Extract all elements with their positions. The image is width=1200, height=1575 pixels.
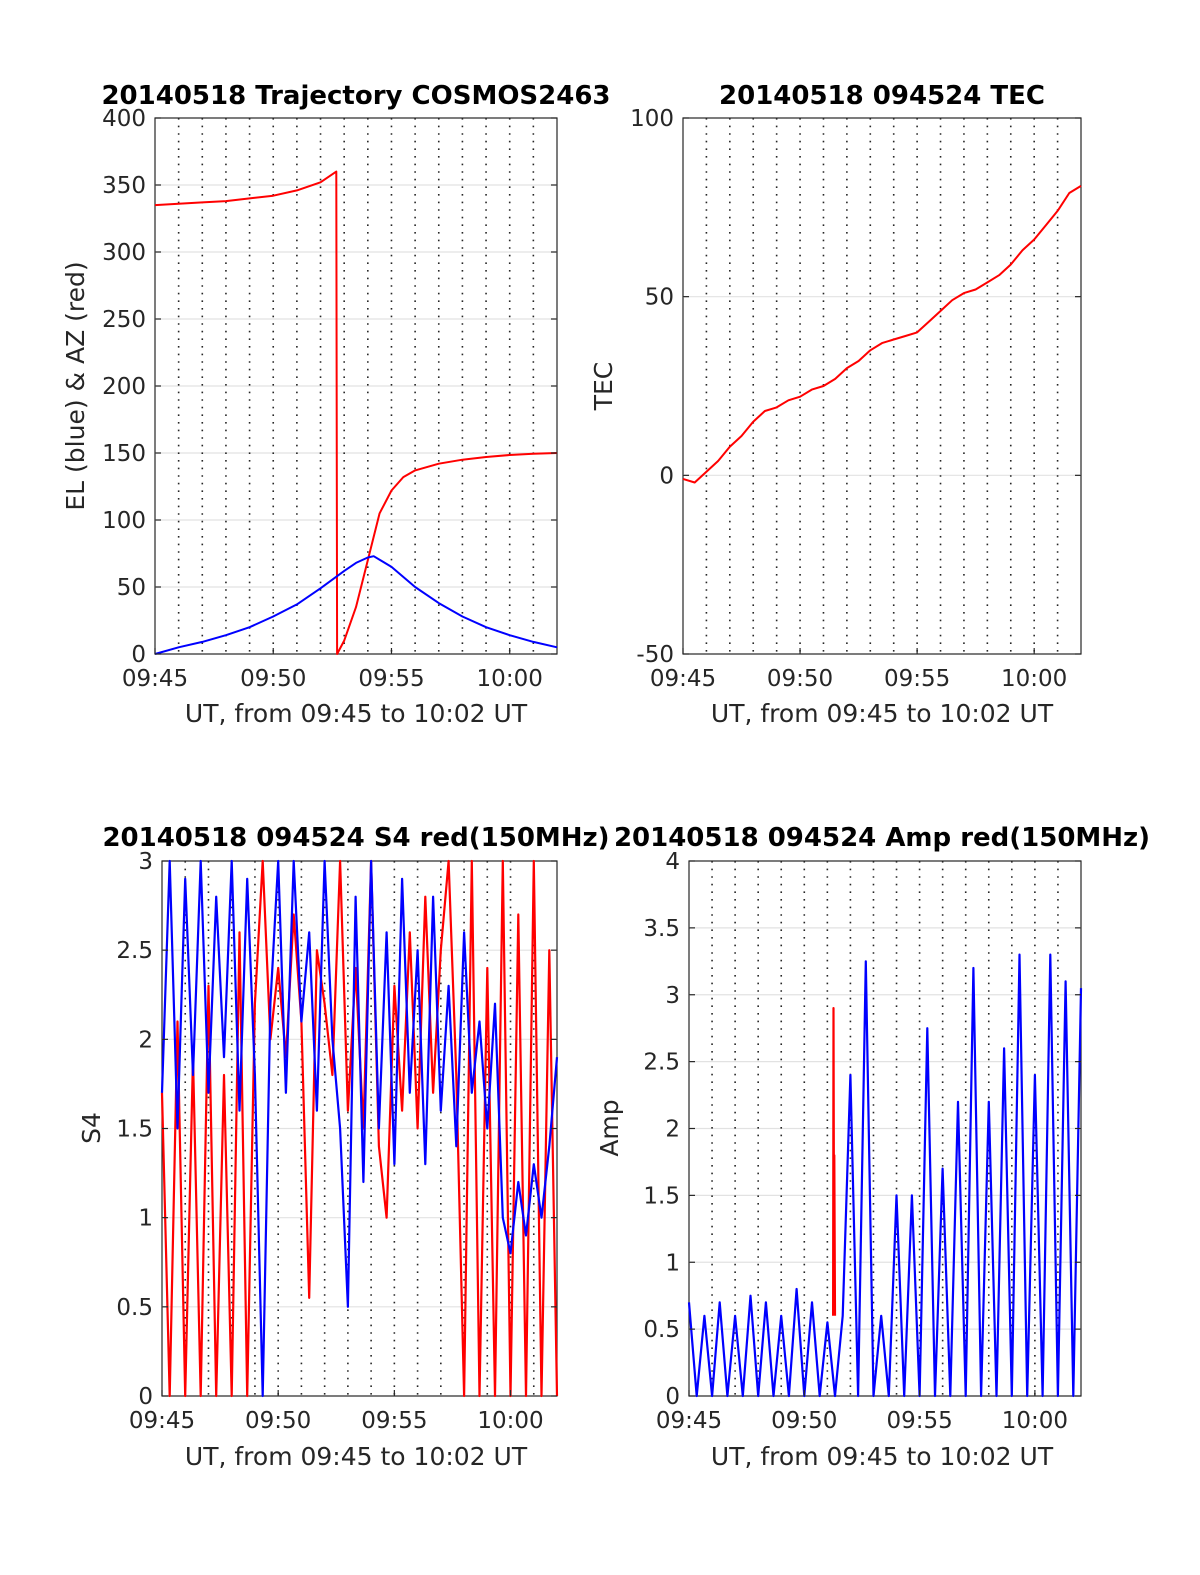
tec-x-tick-label: 09:55 — [884, 666, 950, 692]
s4-y-tick-label: 2 — [138, 1027, 153, 1053]
tec-y-tick-label: 100 — [630, 106, 674, 132]
s4-panel: 0 0.5 1 1.5 2 2.5 3 09:45 09:50 09:55 10:00 201405… — [77, 823, 610, 1471]
s4-y-tick-label: 0 — [138, 1384, 153, 1410]
tec-panel: -50 0 50 100 09:45 09:50 09:55 10:00 20140518 0… — [589, 81, 1082, 728]
amp-y-tick-label: 0 — [665, 1384, 680, 1410]
tec-x-tick-label: 10:00 — [1001, 666, 1067, 692]
amp-panel: 0 0.5 1 1.5 2 2.5 3 3.5 4 09:45 09:50 09:55 10:00 20… — [595, 823, 1150, 1471]
s4-title: 20140518 094524 S4 red(150MHz) — [102, 823, 609, 853]
tec-title: 20140518 094524 TEC — [719, 81, 1045, 111]
s4-y-axis-label: S4 — [77, 1112, 106, 1144]
trajectory-y-axis-label: EL (blue) & AZ (red) — [61, 261, 90, 510]
s4-x-tick-label: 09:50 — [245, 1408, 311, 1434]
trajectory-y-tick-label: 150 — [102, 441, 146, 467]
trajectory-y-tick-label: 50 — [117, 575, 146, 601]
s4-y-tick-label: 1.5 — [116, 1117, 153, 1143]
s4-x-tick-label: 09:55 — [361, 1408, 427, 1434]
trajectory-x-axis-label: UT, from 09:45 to 10:02 UT — [185, 699, 528, 728]
trajectory-series-1-line — [154, 555, 558, 655]
trajectory-y-tick-label: 200 — [102, 374, 146, 400]
trajectory-title: 20140518 Trajectory COSMOS2463 — [101, 81, 610, 111]
amp-x-tick-label: 09:45 — [656, 1408, 722, 1434]
s4-y-tick-label: 1 — [138, 1206, 153, 1232]
trajectory-y-tick-label: 400 — [102, 106, 146, 132]
trajectory-y-tick-label: 0 — [131, 642, 146, 668]
s4-x-tick-label: 09:45 — [129, 1408, 195, 1434]
amp-y-axis-label: Amp — [595, 1099, 624, 1156]
trajectory-x-tick-label: 09:50 — [240, 666, 306, 692]
trajectory-x-tick-label: 09:45 — [122, 666, 188, 692]
s4-series-1-line — [160, 859, 559, 1398]
amp-title: 20140518 094524 Amp red(150MHz) — [614, 823, 1150, 853]
amp-y-tick-label: 4 — [665, 849, 680, 875]
trajectory-y-tick-label: 250 — [102, 307, 146, 333]
tec-y-tick-label: -50 — [636, 642, 674, 668]
amp-y-tick-label: 3 — [665, 983, 680, 1009]
trajectory-y-tick-label: 350 — [102, 173, 146, 199]
trajectory-series-0-line — [154, 170, 558, 655]
s4-x-axis-label: UT, from 09:45 to 10:02 UT — [185, 1442, 528, 1471]
amp-x-tick-label: 09:50 — [771, 1408, 837, 1434]
amp-x-tick-label: 10:00 — [1002, 1408, 1068, 1434]
tec-series-0-line — [682, 185, 1082, 484]
trajectory-y-tick-label: 100 — [102, 508, 146, 534]
tec-y-axis-label: TEC — [589, 362, 618, 412]
amp-x-tick-label: 09:55 — [886, 1408, 952, 1434]
s4-x-tick-label: 10:00 — [477, 1408, 543, 1434]
tec-y-tick-label: 50 — [645, 285, 674, 311]
amp-series-0-line — [831, 1006, 837, 1316]
tec-x-axis-label: UT, from 09:45 to 10:02 UT — [711, 699, 1054, 728]
amp-series-1-line — [687, 953, 1083, 1398]
amp-y-tick-label: 2 — [665, 1117, 680, 1143]
s4-y-tick-label: 2.5 — [116, 938, 153, 964]
amp-y-tick-label: 3.5 — [643, 916, 680, 942]
trajectory-panel: 0 50 100 150 200 250 300 350 400 09:45 09:50 09:55 1… — [61, 81, 611, 728]
tec-y-tick-label: 0 — [659, 463, 674, 489]
tec-x-tick-label: 09:50 — [767, 666, 833, 692]
trajectory-x-tick-label: 10:00 — [477, 666, 543, 692]
tec-plot-frame — [682, 117, 1082, 655]
tec-x-tick-label: 09:45 — [650, 666, 716, 692]
s4-y-tick-label: 3 — [138, 849, 153, 875]
amp-y-tick-label: 0.5 — [643, 1317, 680, 1343]
amp-x-axis-label: UT, from 09:45 to 10:02 UT — [711, 1442, 1054, 1471]
trajectory-x-tick-label: 09:55 — [358, 666, 424, 692]
amp-y-tick-label: 2.5 — [643, 1050, 680, 1076]
trajectory-y-tick-label: 300 — [102, 240, 146, 266]
amp-y-tick-label: 1.5 — [643, 1183, 680, 1209]
s4-y-tick-label: 0.5 — [116, 1295, 153, 1321]
amp-y-tick-label: 1 — [665, 1250, 680, 1276]
